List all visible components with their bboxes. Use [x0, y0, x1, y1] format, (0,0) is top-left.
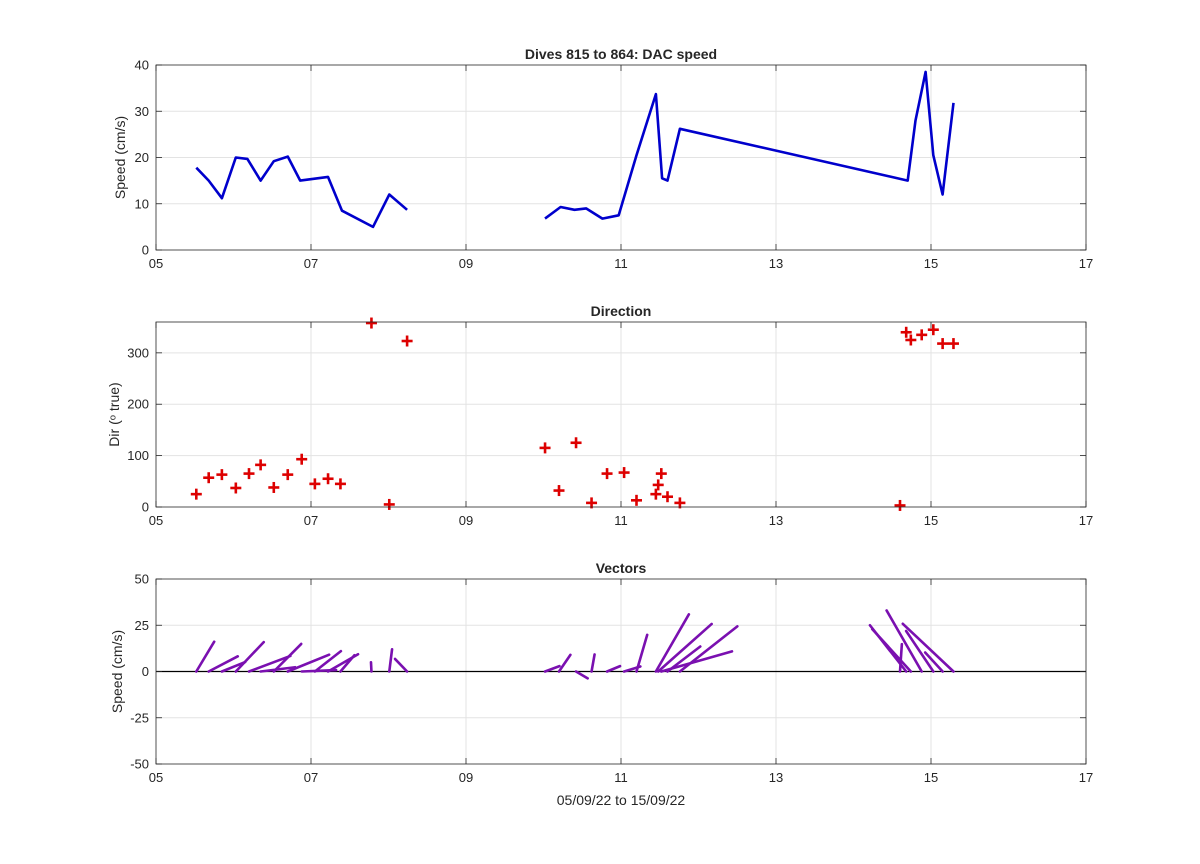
speed-x-tick-label: 13	[769, 256, 783, 271]
speed-x-tick-label: 11	[614, 256, 628, 271]
speed-title: Dives 815 to 864: DAC speed	[525, 46, 717, 62]
direction-x-tick-label: 09	[459, 513, 473, 528]
speed-y-axis-label: Speed (cm/s)	[112, 116, 128, 199]
vectors-x-tick-label: 05	[149, 770, 163, 785]
vectors-y-tick-label: -50	[130, 757, 149, 772]
speed-x-tick-label: 07	[304, 256, 318, 271]
speed-panel: 05 07 09 11 13 15 17 0 10 20 30 40 Dives 815 to 864…	[112, 46, 1093, 271]
vectors-y-tick-label: -25	[130, 710, 149, 725]
speed-x-tick-label: 05	[149, 256, 163, 271]
vectors-x-tick-label: 13	[769, 770, 783, 785]
direction-y-tick-label: 100	[127, 448, 149, 463]
direction-x-tick-label: 17	[1079, 513, 1093, 528]
direction-x-tick-label: 15	[924, 513, 938, 528]
speed-x-tick-label: 15	[924, 256, 938, 271]
vectors-x-axis-label: 05/09/22 to 15/09/22	[557, 792, 686, 808]
direction-x-tick-label: 13	[769, 513, 783, 528]
direction-y-tick-label: 300	[127, 345, 149, 360]
direction-y-axis-label: Dir (ᵒ true)	[106, 382, 122, 446]
vectors-y-tick-label: 0	[142, 664, 149, 679]
vectors-y-tick-label: 25	[135, 618, 149, 633]
speed-y-tick-label: 10	[135, 196, 149, 211]
speed-y-tick-label: 30	[135, 104, 149, 119]
direction-x-tick-label: 07	[304, 513, 318, 528]
speed-x-tick-label: 17	[1079, 256, 1093, 271]
vectors-x-tick-label: 15	[924, 770, 938, 785]
direction-title: Direction	[591, 303, 652, 319]
speed-x-tick-label: 09	[459, 256, 473, 271]
direction-y-tick-label: 200	[127, 397, 149, 412]
speed-y-tick-label: 40	[135, 58, 149, 73]
direction-x-tick-label: 05	[149, 513, 163, 528]
vectors-x-tick-label: 07	[304, 770, 318, 785]
vectors-title: Vectors	[596, 560, 647, 576]
vectors-x-tick-label: 17	[1079, 770, 1093, 785]
direction-x-tick-label: 11	[614, 513, 628, 528]
speed-y-tick-label: 0	[142, 243, 149, 258]
vectors-x-tick-label: 11	[614, 770, 628, 785]
vectors-y-axis-label: Speed (cm/s)	[109, 630, 125, 713]
direction-y-tick-label: 0	[142, 500, 149, 515]
vectors-panel: 05 07 09 11 13 15 17 -50 -25 0 25 50 Vectors Speed …	[109, 560, 1093, 808]
vectors-y-tick-label: 50	[135, 572, 149, 587]
direction-panel: 05 07 09 11 13 15 17 0 100 200 300 Direction Dir (…	[106, 303, 1093, 528]
vectors-x-tick-label: 09	[459, 770, 473, 785]
speed-y-tick-label: 20	[135, 150, 149, 165]
